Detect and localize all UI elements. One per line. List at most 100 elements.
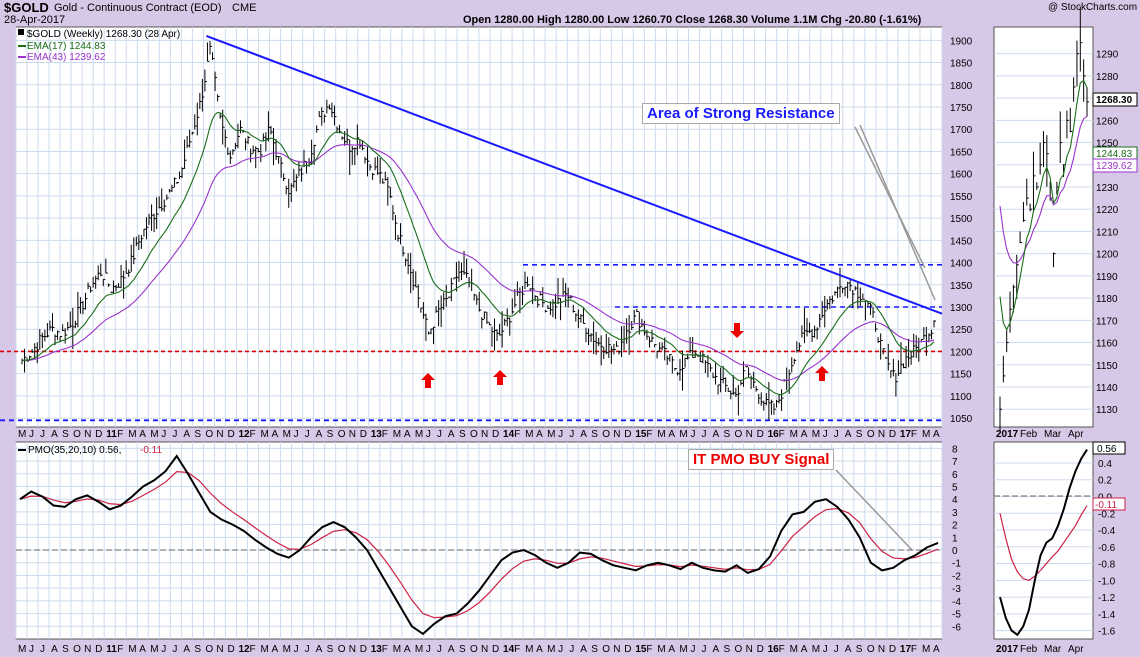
x-tick-label: S [194,644,201,655]
x-tick-label: S [724,429,731,440]
legend-ema43: EMA(43) 1239.62 [27,52,106,63]
x-tick-label: J [569,644,574,655]
x-tick-label: M [415,644,423,655]
x-tick-label: D [360,644,367,655]
main-x-axis: M J J A S O N D 11 F M A M J J A S O N D 12 F M A M J J A S O N D 13 F M A M… [18,429,940,440]
y-tick-label: 1250 [950,325,973,336]
x-tick-label: S [327,429,334,440]
pmo-signal-annotation: IT PMO BUY Signal [688,449,835,470]
x-tick-label: 15 [635,644,647,655]
inset-x-tick-label: 2017 [996,644,1019,655]
x-tick-label: 14 [503,644,515,655]
x-tick-label: A [713,429,720,440]
y-tick-label: 1600 [950,170,973,181]
x-tick-label: A [272,429,279,440]
inset-ema43-line [999,115,1088,264]
inset-y-tick-label: 1180 [1096,294,1118,305]
inset-y-tick-label: 1260 [1096,116,1119,127]
x-tick-label: J [294,429,299,440]
x-tick-label: M [18,429,26,440]
x-tick-label: M [150,429,158,440]
y-tick-label: 1100 [950,392,972,403]
inset-y-tick-label: 1230 [1096,183,1119,194]
x-tick-label: M [261,429,269,440]
x-tick-label: D [757,429,764,440]
x-tick-label: J [305,644,310,655]
x-tick-label: M [525,429,533,440]
inset-y-tick-label: 1140 [1096,383,1118,394]
pmo-y-tick-label: 7 [952,457,958,468]
x-tick-label: S [591,429,598,440]
pmo-y-tick-label: 2 [952,521,958,532]
inset-y-tick-label: 1190 [1096,272,1118,283]
x-tick-label: O [73,429,81,440]
x-tick-label: J [426,429,431,440]
x-tick-label: A [316,429,323,440]
x-tick-label: O [867,644,875,655]
inset-pmo-y-axis: 0.40.20.0-0.2-0.4-0.6-0.8-1.0-1.2-1.4-1.… [1098,459,1116,638]
x-tick-label: N [746,429,753,440]
pmo-x-axis: M J J A S O N D 11 F M A M J J A S O N D 12 F M A M J J A S O N D 13 F M A M… [18,644,940,655]
x-tick-label: M [547,644,555,655]
x-tick-label: M [812,644,820,655]
x-tick-label: D [889,644,896,655]
y-tick-label: 1850 [950,59,973,70]
x-tick-label: O [338,644,346,655]
x-tick-label: N [878,429,885,440]
x-tick-label: M [657,644,665,655]
x-tick-label: 13 [371,429,383,440]
pmo-side-label: 0.56 [1097,444,1117,455]
x-tick-label: 17 [900,644,912,655]
x-tick-label: N [481,429,488,440]
y-tick-label: 1150 [950,370,972,381]
x-tick-label: O [205,429,213,440]
last-price-label: 1268.30 [1096,95,1133,106]
x-tick-label: F [117,644,123,655]
x-tick-label: M [261,644,269,655]
pmo-y-tick-label: 5 [952,482,958,493]
x-tick-label: A [801,429,808,440]
x-tick-label: J [29,644,34,655]
x-tick-label: N [878,644,885,655]
inset-x-axis: 2017 Feb Mar Apr [996,429,1084,440]
inset-x-tick-label: 2017 [996,429,1019,440]
inset-y-tick-label: 1200 [1096,250,1119,261]
inset-pmo-y-tick-label: 0.4 [1098,459,1112,470]
pmo-tag [1092,441,1126,455]
x-tick-label: J [701,429,706,440]
x-tick-label: M [150,644,158,655]
x-tick-label: A [404,644,411,655]
x-tick-label: S [62,644,69,655]
pmo-y-tick-label: -5 [952,610,961,621]
pmo-line [19,454,939,636]
inset-price-bars [999,6,1089,433]
annotation-pointer [859,124,936,301]
inset-pmo-panel [993,441,1094,640]
y-tick-label: 1350 [950,281,973,292]
pmo-y-tick-label: 1 [952,533,958,544]
x-tick-label: J [690,429,695,440]
inset-y-tick-label: 1130 [1096,405,1118,416]
x-tick-label: S [856,429,863,440]
last-price-tag [1092,92,1138,107]
x-tick-label: M [679,644,687,655]
x-tick-label: A [139,644,146,655]
pmo-y-tick-label: 8 [952,444,958,455]
inset-pmo-line [999,449,1088,637]
y-tick-label: 1200 [950,347,973,358]
x-tick-label: A [183,429,190,440]
x-tick-label: M [128,429,136,440]
x-tick-label: A [713,644,720,655]
pmo-y-tick-label: 3 [952,508,958,519]
x-tick-label: M [393,429,401,440]
x-tick-label: J [823,644,828,655]
ema43-line [21,143,935,381]
x-tick-label: S [194,429,201,440]
x-tick-label: O [338,429,346,440]
pmo-y-tick-label: 6 [952,470,958,481]
x-tick-label: S [62,429,69,440]
x-tick-label: J [834,644,839,655]
x-tick-label: M [547,429,555,440]
inset-y-tick-label: 1280 [1096,72,1119,83]
x-tick-label: N [349,644,356,655]
